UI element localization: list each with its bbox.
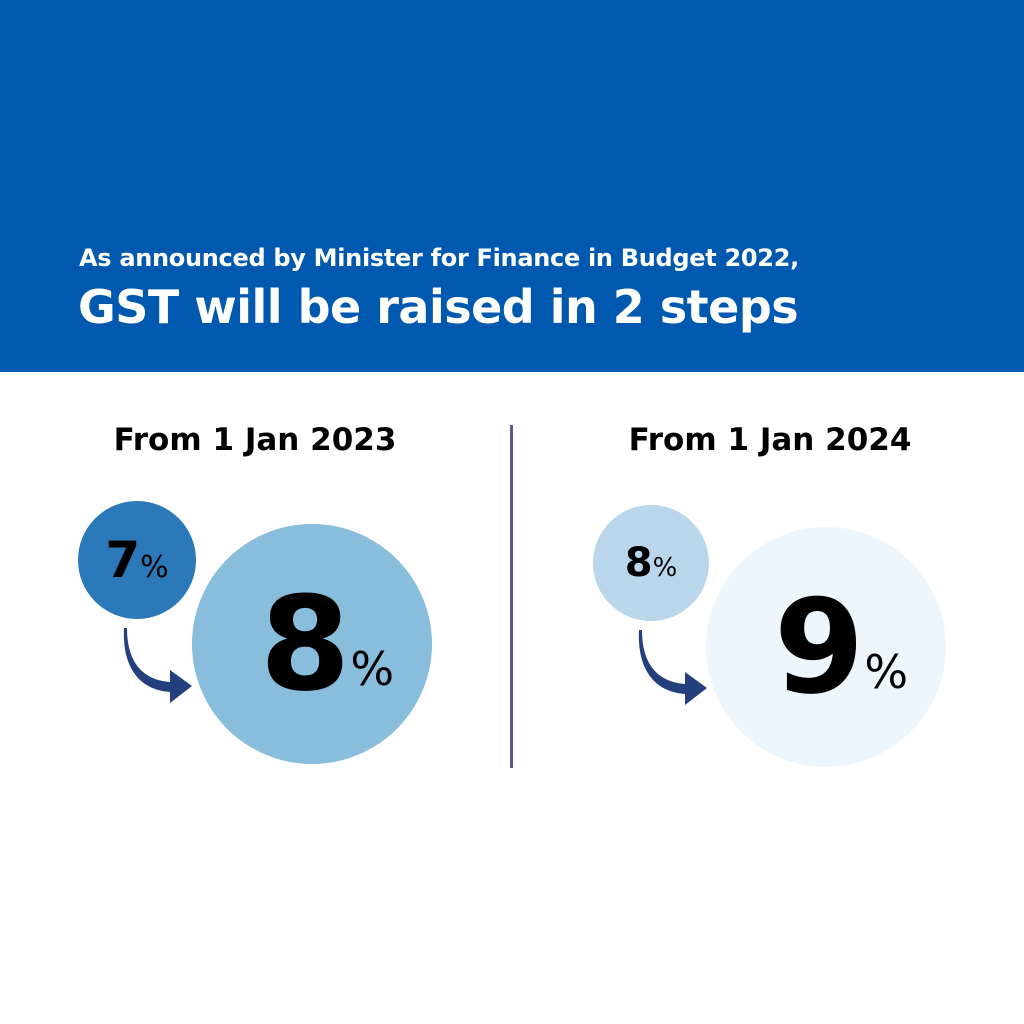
step-2-heading: From 1 Jan 2024 [628,422,912,458]
arrow-icon [638,630,707,705]
new-rate-circle: 8% [192,524,432,764]
percent-sign: % [652,553,678,583]
step-1-heading: From 1 Jan 2023 [113,422,397,458]
header-subtitle: As announced by Minister for Finance in … [79,244,799,272]
previous-rate-circle: 7% [78,501,196,619]
arrow-icon [123,628,192,703]
previous-rate-value: 8 [624,540,653,586]
new-rate-value: 8 [259,568,351,720]
new-rate-value: 9 [773,571,865,723]
new-rate-circle: 9% [706,527,946,767]
divider [510,425,513,768]
header-title: GST will be raised in 2 steps [78,280,799,334]
percent-sign: % [350,642,395,696]
percent-sign: % [864,645,909,699]
previous-rate-value: 7 [105,531,141,589]
previous-rate-circle: 8% [593,505,709,621]
header-banner: As announced by Minister for Finance in … [0,0,1024,372]
percent-sign: % [140,549,169,585]
